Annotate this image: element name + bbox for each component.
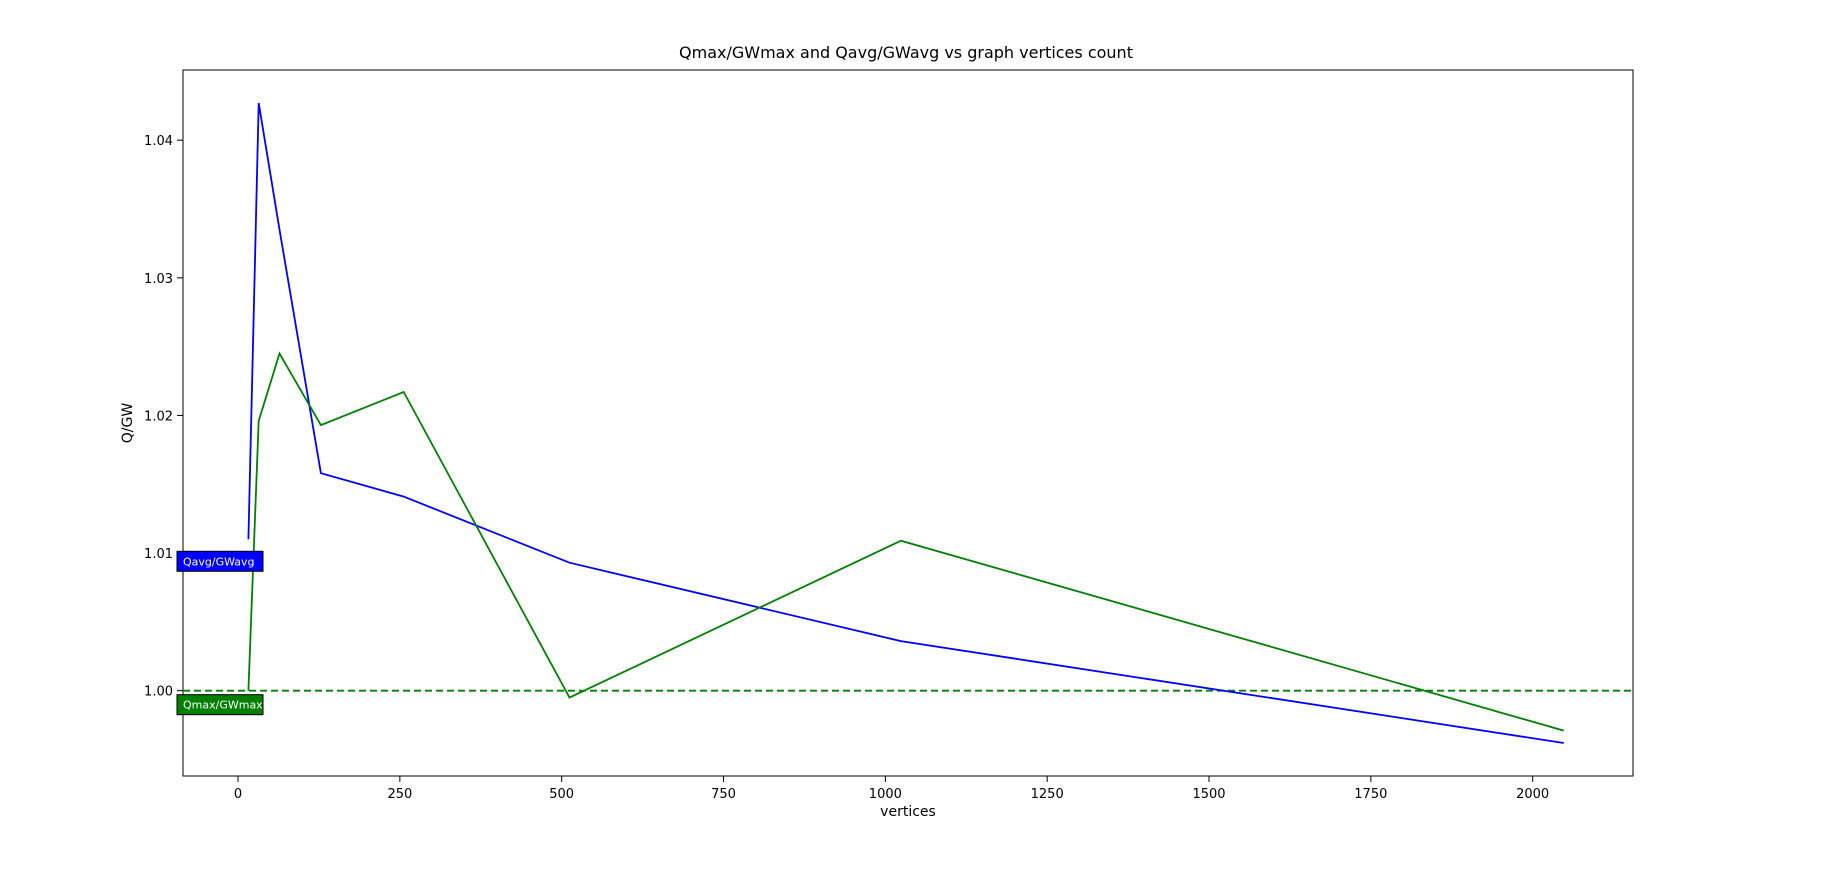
x-tick-label: 500 <box>549 787 574 802</box>
series-label-background <box>176 550 264 572</box>
x-tick-label: 1750 <box>1354 787 1387 802</box>
series-label-box: Qmax/GWmax <box>176 694 264 716</box>
y-tick-label: 1.04 <box>144 134 173 149</box>
series-label-box: Qavg/GWavg <box>176 550 264 572</box>
chart-title: Qmax/GWmax and Qavg/GWavg vs graph verti… <box>679 43 1133 62</box>
x-tick-label: 1250 <box>1031 787 1064 802</box>
y-axis-label: Q/GW <box>120 403 136 444</box>
x-tick-label: 1000 <box>869 787 902 802</box>
series-labels: Qavg/GWavg Qmax/GWmax <box>176 550 264 716</box>
plot-area <box>182 69 1634 777</box>
x-axis-label: vertices <box>880 804 936 820</box>
series-line-qmax-gwmax <box>247 351 1564 732</box>
x-tick-label: 750 <box>711 787 736 802</box>
x-tick-label: 0 <box>234 787 242 802</box>
y-tick-label: 1.02 <box>144 409 173 424</box>
series-label-text: Qavg/GWavg <box>183 555 255 568</box>
series-label-text: Qmax/GWmax <box>183 699 263 712</box>
series-label-background <box>176 694 264 716</box>
x-tick-label: 250 <box>387 787 412 802</box>
series-layer <box>247 102 1564 744</box>
y-tick-label: 1.03 <box>144 272 173 287</box>
y-axis: 1.00 1.01 1.02 1.03 1.04 <box>144 134 183 700</box>
x-axis: 0 250 500 750 1000 1250 1500 1750 2000 <box>234 776 1549 802</box>
x-tick-label: 2000 <box>1516 787 1549 802</box>
x-tick-label: 1500 <box>1192 787 1225 802</box>
y-tick-label: 1.01 <box>144 547 173 562</box>
series-line-qavg-gwavg <box>247 102 1564 744</box>
y-tick-label: 1.00 <box>144 685 173 700</box>
